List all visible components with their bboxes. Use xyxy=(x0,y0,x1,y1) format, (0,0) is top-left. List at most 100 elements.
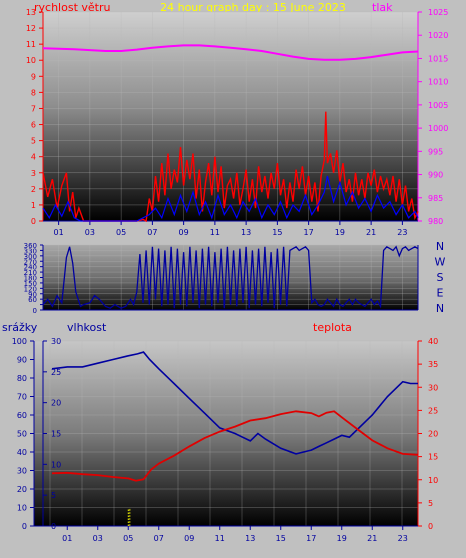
pressure-y-tick-label: 1015 xyxy=(428,54,448,63)
wind-x-tick-label: 05 xyxy=(116,228,126,237)
wind-x-tick-label: 01 xyxy=(54,228,64,237)
direction-y-tick-label: 120 xyxy=(24,285,37,293)
pressure-y-tick-label: 1020 xyxy=(428,31,448,40)
rain-y-tick-label: 10 xyxy=(51,460,61,469)
wind-x-tick-label: 07 xyxy=(147,228,157,237)
direction-letter-n: N xyxy=(436,240,444,253)
pressure-y-tick-label: 1005 xyxy=(428,101,448,110)
direction-y-tick-label: 210 xyxy=(24,269,37,277)
temperature-y-tick-label: 5 xyxy=(428,499,433,508)
wind-y-tick-label: 7 xyxy=(31,104,36,113)
rain-y-tick-label: 20 xyxy=(51,399,61,408)
wind-y-tick-label: 4 xyxy=(31,153,36,162)
pressure-y-tick-label: 985 xyxy=(428,194,443,203)
temperature-y-tick-label: 40 xyxy=(428,337,438,346)
pressure-y-tick-label: 995 xyxy=(428,147,443,156)
wind-x-tick-label: 17 xyxy=(304,228,314,237)
humidity-y-tick-label: 20 xyxy=(17,485,27,494)
humidity-axis-label: vlhkost xyxy=(67,321,107,334)
wind-y-tick-label: 9 xyxy=(31,72,36,81)
direction-y-tick-label: 90 xyxy=(28,291,37,299)
chart-marks: 0123456789101112139809859909951000100510… xyxy=(12,8,449,543)
rain-y-tick-label: 5 xyxy=(51,491,56,500)
humidity-y-tick-label: 90 xyxy=(17,356,27,365)
direction-y-tick-label: 300 xyxy=(24,253,37,261)
pressure-line xyxy=(42,44,419,61)
direction-y-tick-label: 360 xyxy=(24,242,37,250)
humidity-y-tick-label: 80 xyxy=(17,374,27,383)
direction-y-tick-label: 240 xyxy=(24,264,37,272)
wind-y-tick-label: 13 xyxy=(26,8,36,17)
wind-direction-line xyxy=(42,245,419,309)
rain-y-tick-label: 25 xyxy=(51,368,61,377)
wind-x-tick-label: 11 xyxy=(210,228,220,237)
temperature-y-tick-label: 35 xyxy=(428,360,438,369)
humidity-y-tick-label: 0 xyxy=(22,522,27,531)
humidity-y-tick-label: 100 xyxy=(12,337,27,346)
humidity-y-tick-label: 60 xyxy=(17,411,27,420)
wind-y-tick-label: 11 xyxy=(26,40,36,49)
wind-plot-area xyxy=(43,12,418,221)
direction-letter-n: N xyxy=(436,302,444,315)
humidity-x-tick-label: 13 xyxy=(245,534,255,543)
wind-y-tick-label: 5 xyxy=(31,137,36,146)
chart-title: 24 hour graph day : 15 June 2023 xyxy=(160,1,346,14)
temperature-y-tick-label: 25 xyxy=(428,406,438,415)
humidity-y-tick-label: 10 xyxy=(17,504,27,513)
pressure-y-tick-label: 980 xyxy=(428,217,443,226)
humidity-x-tick-label: 11 xyxy=(215,534,225,543)
temperature-y-tick-label: 15 xyxy=(428,453,438,462)
wind-y-tick-label: 12 xyxy=(26,24,36,33)
direction-letter-e: E xyxy=(437,287,444,300)
wind-y-tick-label: 1 xyxy=(31,201,36,210)
wind-y-tick-label: 0 xyxy=(31,217,36,226)
pressure-y-tick-label: 1000 xyxy=(428,124,448,133)
temperature-y-tick-label: 20 xyxy=(428,430,438,439)
wind-speed-axis-label: rychlost větru xyxy=(34,1,110,14)
temperature-y-tick-label: 10 xyxy=(428,476,438,485)
humidity-y-tick-label: 50 xyxy=(17,430,27,439)
direction-y-tick-label: 270 xyxy=(24,258,37,266)
humidity-x-tick-label: 23 xyxy=(398,534,408,543)
temperature-y-tick-label: 0 xyxy=(428,522,433,531)
humidity-x-tick-label: 09 xyxy=(184,534,194,543)
wind-x-tick-label: 19 xyxy=(335,228,345,237)
wind-gust-line xyxy=(42,175,419,222)
wind-y-tick-label: 2 xyxy=(31,185,36,194)
wind-y-tick-label: 8 xyxy=(31,88,36,97)
direction-y-tick-label: 150 xyxy=(24,280,37,288)
wind-x-tick-label: 15 xyxy=(272,228,282,237)
temperature-y-tick-label: 30 xyxy=(428,383,438,392)
humidity-x-tick-label: 21 xyxy=(367,534,377,543)
wind-y-tick-label: 10 xyxy=(26,56,36,65)
rain-axis-label: srážky xyxy=(2,321,38,334)
humidity-y-tick-label: 70 xyxy=(17,393,27,402)
rain-y-tick-label: 15 xyxy=(51,430,61,439)
humidity-x-tick-label: 17 xyxy=(306,534,316,543)
humidity-x-tick-label: 05 xyxy=(123,534,133,543)
humidity-line xyxy=(51,351,418,455)
pressure-y-tick-label: 1010 xyxy=(428,78,448,87)
direction-y-tick-label: 0 xyxy=(33,307,37,315)
wind-y-tick-label: 6 xyxy=(31,121,36,130)
temperature-line xyxy=(51,410,419,482)
humidity-x-tick-label: 15 xyxy=(276,534,286,543)
direction-y-tick-label: 180 xyxy=(24,275,37,283)
direction-letter-s: S xyxy=(437,271,444,284)
wind-x-tick-label: 21 xyxy=(366,228,376,237)
wind-x-tick-label: 09 xyxy=(179,228,189,237)
humidity-x-tick-label: 19 xyxy=(337,534,347,543)
pressure-axis-label: tlak xyxy=(372,1,393,14)
pressure-y-tick-label: 1025 xyxy=(428,8,448,17)
direction-y-tick-label: 60 xyxy=(28,296,37,304)
wind-x-tick-label: 03 xyxy=(85,228,95,237)
wind-x-tick-label: 23 xyxy=(397,228,407,237)
humidity-x-tick-label: 01 xyxy=(62,534,72,543)
direction-y-tick-label: 330 xyxy=(24,247,37,255)
wind-y-tick-label: 3 xyxy=(31,169,36,178)
humidity-x-tick-label: 03 xyxy=(93,534,103,543)
temperature-axis-label: teplota xyxy=(313,321,352,334)
